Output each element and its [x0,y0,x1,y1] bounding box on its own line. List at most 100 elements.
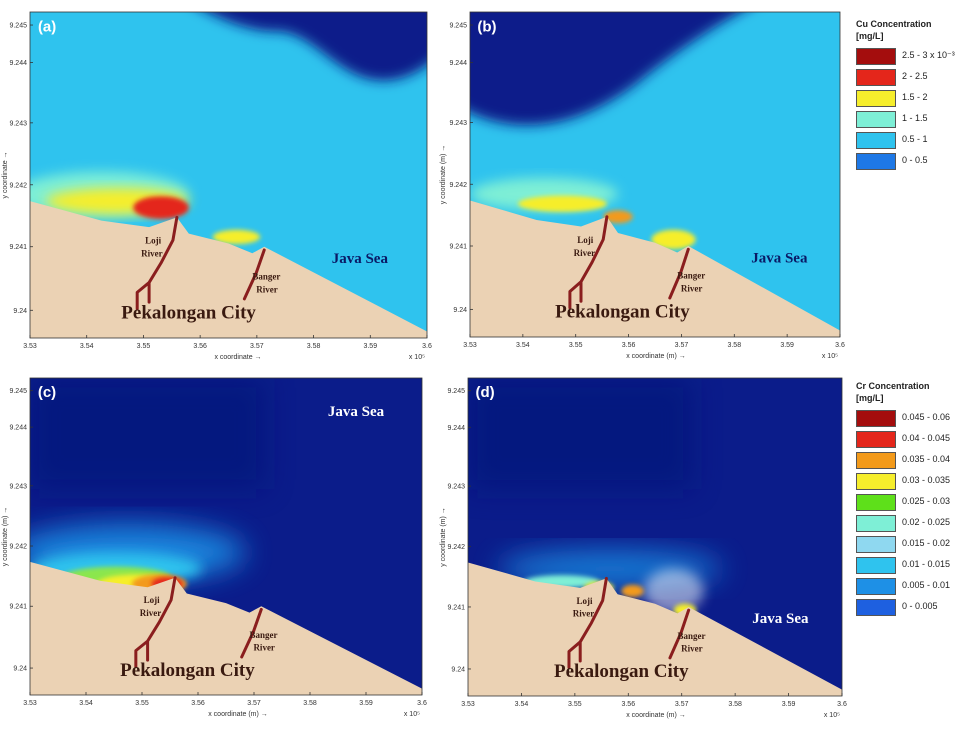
x-tick-label: 3.55 [568,701,582,708]
panel-label: (c) [38,384,56,401]
loji-river-label: River [141,249,163,259]
x-tick-label: 3.54 [79,700,93,707]
x-tick-label: 3.6 [422,343,432,350]
x-tick-label: 3.56 [191,700,205,707]
land-area [30,201,427,338]
y-tick-label: 9.241 [447,604,465,611]
cu-legend-item: 2.5 - 3 x 10⁻³ [856,46,960,66]
cu-legend-item: 0 - 0.5 [856,151,960,171]
axes-frame [29,377,423,696]
x-axis-label: x coordinate (m) → [208,711,268,718]
x-tick-label: 3.58 [307,343,321,350]
low-zone [470,12,741,126]
x-tick-label: 3.58 [303,700,317,707]
cr-legend-item: 0.04 - 0.045 [856,429,960,449]
banger-river-label: Banger [677,271,705,281]
panel-b: Loji River Banger River Pekalongan City Java … [440,11,845,360]
cu-legend-swatch [856,111,896,128]
concentration-plume [470,177,696,250]
y-tick-label: 9.24 [13,308,27,315]
x-tick-label: 3.56 [193,343,207,350]
cr-legend-item: 0.045 - 0.06 [856,408,960,428]
cu-legend-swatch [856,48,896,65]
city-label: Pekalongan City [120,660,255,681]
cr-legend-swatch [856,536,896,553]
loji-river [568,215,609,310]
y-tick-label: 9.244 [447,425,465,432]
cr-legend-label: 0.01 - 0.015 [902,559,951,569]
axes-frame [467,377,843,697]
y-tick-label: 9.242 [9,544,27,551]
cu-legend-swatch [856,132,896,149]
cr-legend-swatch [856,452,896,469]
y-tick-label: 9.242 [449,182,467,189]
cr-legend-unit: [mg/L] [856,393,884,403]
banger-river [668,247,690,300]
loji-river [567,576,608,669]
city-label: Pekalongan City [554,661,689,682]
cu-legend-label: 1 - 1.5 [902,113,928,123]
panel-d: Loji River Banger River Pekalongan City Java … [440,377,847,719]
y-tick-label: 9.245 [9,23,27,30]
loji-river-label: River [573,609,595,619]
y-tick-label: 9.24 [453,307,467,314]
x-tick-label: 3.53 [461,701,475,708]
y-tick-label: 9.245 [447,388,465,395]
land-area [468,562,842,696]
x-tick-label: 3.56 [621,701,635,708]
y-tick-label: 9.244 [9,425,27,432]
banger-river-label: River [256,284,278,294]
banger-river [668,608,691,660]
y-tick-label: 9.245 [9,388,27,395]
y-tick-label: 9.243 [447,484,465,491]
cr-legend-swatch [856,473,896,490]
cr-legend-item: 0.035 - 0.04 [856,450,960,470]
panel-label: (a) [38,19,56,36]
cu-legend-title: Cu Concentration [856,19,932,29]
y-tick-label: 9.241 [449,244,467,251]
x-tick-label: 3.59 [782,701,796,708]
city-label: Pekalongan City [555,302,690,323]
cr-legend-label: 0.045 - 0.06 [902,412,951,422]
x-tick-label: 3.6 [417,700,427,707]
panel-label: (b) [477,19,496,36]
cu-legend-label: 0.5 - 1 [902,134,928,144]
x-tick-label: 3.56 [622,342,636,349]
y-tick-label: 9.242 [447,544,465,551]
cr-legend-swatch [856,515,896,532]
cu-legend-label: 2.5 - 3 x 10⁻³ [902,50,955,60]
y-axis-label: y coordinate → [2,151,9,198]
x-tick-label: 3.53 [463,342,477,349]
y-axis-label: y coordinate (m) → [440,145,447,205]
cr-legend-label: 0.005 - 0.01 [902,580,951,590]
panel-label: (d) [475,384,494,401]
y-tick-label: 9.245 [449,23,467,30]
cu-legend-item: 1.5 - 2 [856,88,960,108]
cu-legend-unit: [mg/L] [856,31,884,41]
loji-river [135,215,179,311]
cr-legend-swatch [856,494,896,511]
banger-river [242,248,266,301]
y-tick-label: 9.241 [9,244,27,251]
sea-label: Java Sea [751,250,808,266]
banger-river-label: River [253,643,275,653]
cr-legend-items: 0.045 - 0.06 0.04 - 0.045 0.035 - 0.04 0.03… [856,408,960,617]
x-tick-label: 3.54 [515,701,529,708]
x-tick-label: 3.6 [835,342,845,349]
cu-legend-label: 0 - 0.5 [902,155,928,165]
loji-river-label: River [574,248,596,258]
x-tick-label: 3.54 [516,342,530,349]
cr-legend-swatch [856,410,896,427]
cu-legend-item: 1 - 1.5 [856,109,960,129]
cr-legend-label: 0.02 - 0.025 [902,517,951,527]
x-tick-label: 3.53 [23,700,37,707]
land-area [30,561,422,695]
y-tick-label: 9.244 [9,60,27,67]
y-tick-label: 9.243 [449,120,467,127]
